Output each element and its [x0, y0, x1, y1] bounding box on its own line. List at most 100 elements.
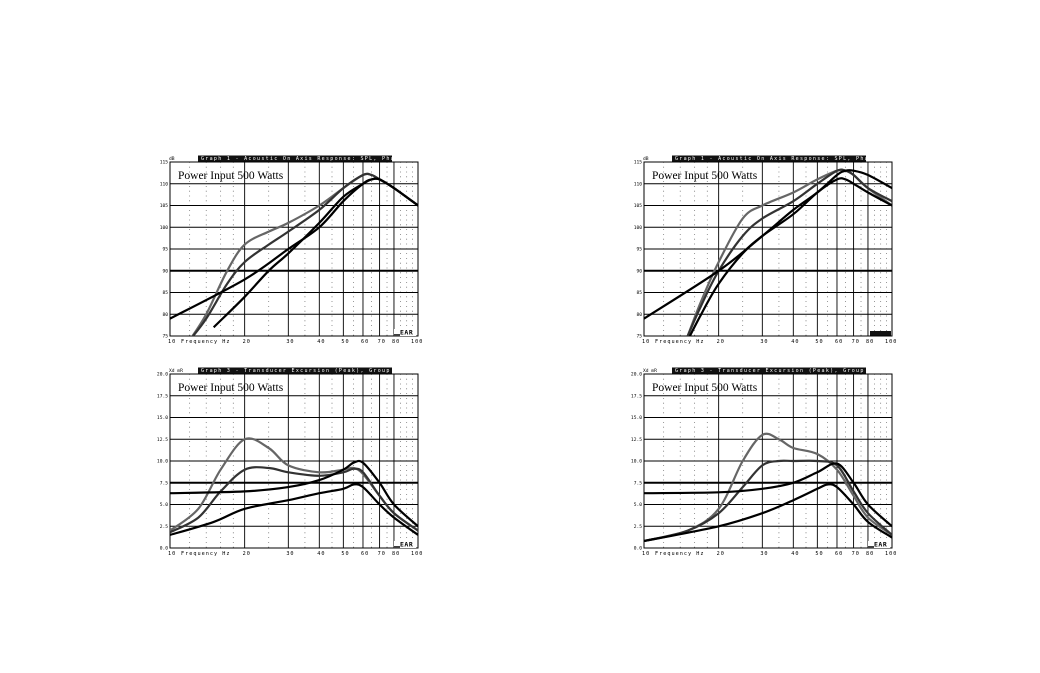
chart-title: Graph 3 - Transducer Excursion (Peak), G…	[201, 368, 417, 374]
x-axis-label: Frequency Hz	[181, 339, 230, 345]
x-tick-label: 20	[717, 551, 725, 557]
x-axis-label: Frequency Hz	[655, 551, 704, 557]
ear-logo: EAR	[400, 329, 413, 337]
y-tick-label: 2.5	[160, 524, 169, 530]
chart-title: Graph 1 - Acoustic On Axis Response: SPL…	[201, 156, 404, 162]
y-tick-label: 80	[636, 312, 642, 318]
y-tick-label: 115	[160, 160, 169, 166]
chart-title: Graph 3 - Transducer Excursion (Peak), G…	[675, 368, 891, 374]
x-tick-label: 20	[717, 339, 725, 345]
y-tick-label: 15.0	[631, 415, 642, 421]
x-tick-label: 30	[286, 339, 294, 345]
logo-bg	[394, 541, 416, 548]
excursion-chart-left: Graph 3 - Transducer Excursion (Peak), G…	[157, 364, 422, 564]
y-tick-label: 75	[636, 334, 642, 340]
x-tick-label: 50	[341, 551, 349, 557]
excursion-chart-right: Graph 3 - Transducer Excursion (Peak), G…	[631, 364, 896, 564]
ear-logo: EAR	[874, 541, 887, 549]
x-tick-label: 100	[411, 551, 423, 557]
y-tick-label: 80	[162, 312, 168, 318]
y-tick-label: 15.0	[157, 415, 168, 421]
series-group	[170, 172, 418, 336]
y-tick-label: 100	[634, 225, 643, 231]
unit-label: dB	[643, 156, 649, 162]
series-line-4	[644, 169, 892, 320]
x-axis-label: Frequency Hz	[655, 339, 704, 345]
y-tick-label: 7.5	[634, 480, 643, 486]
x-tick-label: 70	[378, 551, 386, 557]
chart-svg: Graph 1 - Acoustic On Axis Response: SPL…	[634, 155, 896, 345]
series-line-3	[688, 177, 892, 336]
y-tick-label: 90	[636, 268, 642, 274]
y-tick-label: 10.0	[631, 459, 642, 465]
power-annotation: Power Input 500 Watts	[178, 382, 284, 394]
x-tick-label: 100	[885, 551, 897, 557]
ear-logo: EAR	[400, 541, 413, 549]
y-tick-label: 105	[160, 203, 169, 209]
series-line-4	[644, 483, 892, 543]
y-tick-label: 110	[160, 181, 169, 187]
x-tick-label: 40	[317, 339, 325, 345]
unit-label: Xd mR	[169, 368, 183, 374]
chart-svg: Graph 1 - Acoustic On Axis Response: SPL…	[160, 155, 422, 345]
y-tick-label: 110	[634, 181, 643, 187]
unit-label: dB	[169, 156, 175, 162]
x-tick-label: 30	[760, 339, 768, 345]
x-tick-label: 30	[760, 551, 768, 557]
x-tick-label: 20	[243, 551, 251, 557]
y-tick-label: 5.0	[160, 502, 169, 508]
y-tick-label: 95	[162, 247, 168, 253]
title-bar	[198, 367, 392, 374]
series-group	[644, 168, 892, 336]
x-tick-label: 30	[286, 551, 294, 557]
power-annotation: Power Input 500 Watts	[178, 170, 284, 182]
title-bar	[672, 155, 866, 162]
y-tick-label: 10.0	[157, 459, 168, 465]
x-tick-label: 10	[642, 551, 650, 557]
chart-title: Graph 1 - Acoustic On Axis Response: SPL…	[675, 156, 878, 162]
x-tick-label: 60	[835, 339, 843, 345]
y-tick-label: 17.5	[631, 393, 642, 399]
series-line-4	[170, 177, 418, 320]
x-tick-label: 60	[361, 339, 369, 345]
y-tick-label: 7.5	[160, 480, 169, 486]
x-tick-label: 80	[392, 339, 400, 345]
y-tick-label: 12.5	[631, 437, 642, 443]
x-tick-label: 80	[392, 551, 400, 557]
chart-svg: Graph 3 - Transducer Excursion (Peak), G…	[157, 367, 422, 557]
x-tick-label: 40	[317, 551, 325, 557]
y-tick-label: 85	[636, 290, 642, 296]
series-line-2	[644, 459, 892, 543]
chart-svg: Graph 3 - Transducer Excursion (Peak), G…	[631, 367, 896, 557]
spl-chart-right: Graph 1 - Acoustic On Axis Response: SPL…	[632, 152, 896, 352]
spl-chart-left: Graph 1 - Acoustic On Axis Response: SPL…	[158, 152, 422, 352]
title-bar	[672, 367, 866, 374]
x-tick-label: 50	[815, 339, 823, 345]
unit-label: Xd mR	[643, 368, 657, 374]
x-tick-label: 10	[168, 339, 176, 345]
x-tick-label: 70	[852, 339, 860, 345]
y-tick-label: 115	[634, 160, 643, 166]
x-tick-label: 40	[791, 551, 799, 557]
y-tick-label: 95	[636, 247, 642, 253]
x-tick-label: 20	[243, 339, 251, 345]
x-tick-label: 60	[361, 551, 369, 557]
y-tick-label: 75	[162, 334, 168, 340]
series-group	[644, 432, 892, 543]
y-tick-label: 85	[162, 290, 168, 296]
y-tick-label: 2.5	[634, 524, 643, 530]
y-tick-label: 100	[160, 225, 169, 231]
logo-bg	[394, 329, 416, 336]
y-tick-label: 5.0	[634, 502, 643, 508]
y-tick-label: 0.0	[634, 546, 643, 552]
x-tick-label: 10	[642, 339, 650, 345]
x-tick-label: 70	[378, 339, 386, 345]
x-tick-label: 50	[341, 339, 349, 345]
power-annotation: Power Input 500 Watts	[652, 382, 758, 394]
x-tick-label: 100	[411, 339, 423, 345]
x-axis-label: Frequency Hz	[181, 551, 230, 557]
y-tick-label: 17.5	[157, 393, 168, 399]
series-line-2	[686, 168, 892, 336]
x-tick-label: 10	[168, 551, 176, 557]
series-line-1	[644, 432, 892, 543]
